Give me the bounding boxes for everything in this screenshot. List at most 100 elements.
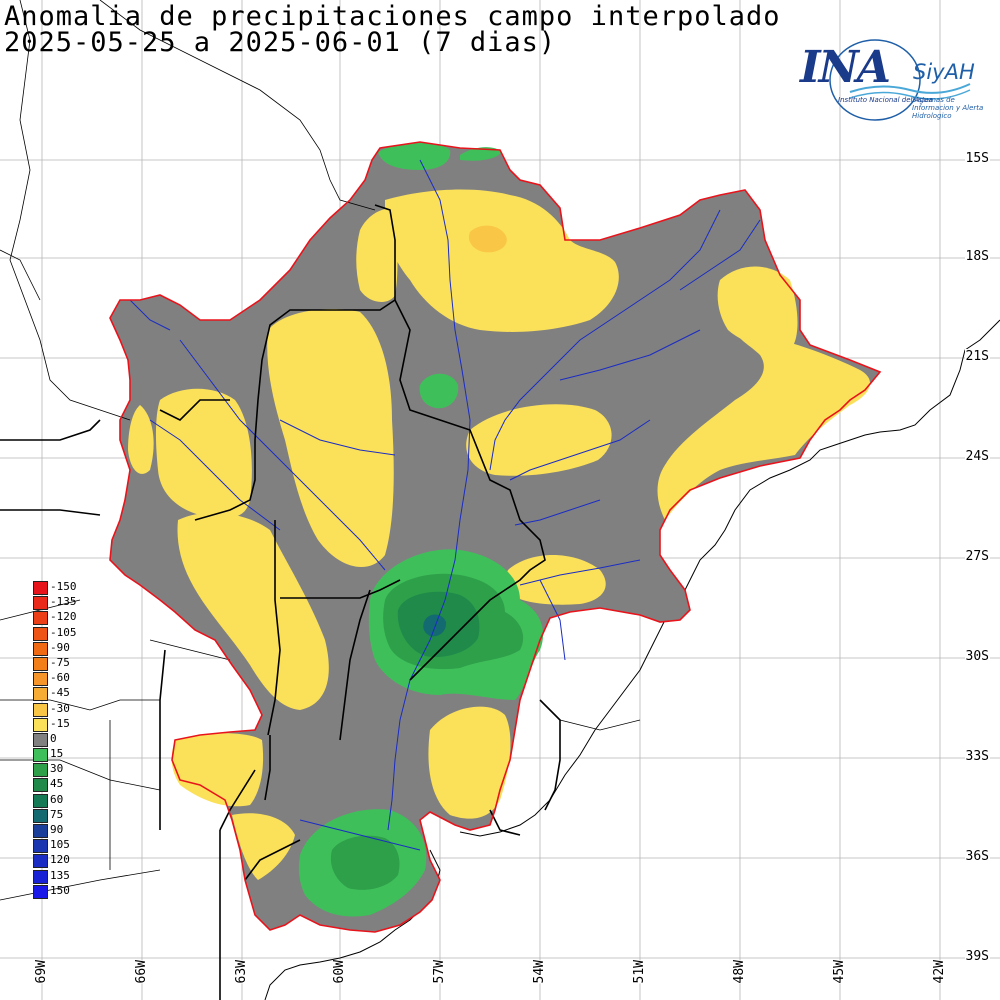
legend-swatch <box>33 869 48 884</box>
latitude-label: 39S <box>964 949 990 964</box>
legend-item: -45 <box>31 686 91 702</box>
longitude-label: 45W <box>832 960 847 984</box>
legend-swatch <box>33 824 48 838</box>
wet-zone-core <box>423 614 447 637</box>
logo-institute-text: Instituto Nacional del Agua <box>838 96 933 104</box>
legend-label: -75 <box>50 655 70 669</box>
legend-label: -150 <box>50 580 77 593</box>
legend-label: 75 <box>50 807 64 821</box>
legend-item: 135 <box>31 869 91 884</box>
longitude-label: 51W <box>632 960 647 984</box>
map-title: Anomalia de precipitaciones campo interp… <box>4 1 781 32</box>
basin-outline <box>109 141 882 933</box>
anomaly-field <box>110 142 880 932</box>
legend-label: 30 <box>50 762 64 776</box>
longitude-label: 69W <box>34 960 49 984</box>
legend-swatch <box>33 884 48 899</box>
legend-item: -75 <box>31 656 91 671</box>
latitude-label: 30S <box>964 649 990 664</box>
legend-swatch <box>33 641 48 656</box>
legend-item: 30 <box>31 762 91 778</box>
legend-swatch <box>33 611 48 626</box>
legend-swatch <box>33 808 48 823</box>
legend-swatch <box>33 717 48 732</box>
legend-label: -45 <box>50 686 70 700</box>
logo-system-text: Sistemas de Informacion y Alerta Hidrolo… <box>912 96 984 120</box>
legend-item: -30 <box>31 702 91 717</box>
wet-zone <box>460 147 502 161</box>
legend-label: 45 <box>50 777 64 791</box>
legend-item: 75 <box>31 808 91 823</box>
wet-zone <box>419 373 459 409</box>
legend-item: 120 <box>31 853 91 869</box>
legend-swatch <box>33 626 48 641</box>
legend-item: -150 <box>31 580 91 595</box>
dry-zone <box>171 733 264 807</box>
legend-label: -120 <box>50 610 77 624</box>
legend-label: 135 <box>50 868 70 882</box>
dry-zone <box>155 388 252 518</box>
legend-swatch <box>33 702 48 717</box>
legend-item: 45 <box>31 777 91 793</box>
dry-zone <box>504 555 606 605</box>
dry-zone <box>356 208 400 302</box>
legend-swatch <box>33 748 48 763</box>
dry-zone <box>128 405 154 474</box>
legend-item: -15 <box>31 717 91 732</box>
logo-swoosh-icon <box>829 39 971 121</box>
rivers <box>129 159 761 851</box>
dry-zone <box>267 309 394 567</box>
legend-label: 150 <box>50 883 70 897</box>
latitude-label: 24S <box>964 449 990 464</box>
wet-zone-mid <box>330 835 400 890</box>
legend-label: 60 <box>50 792 64 806</box>
legend-item: -60 <box>31 671 91 687</box>
dry-zone <box>657 330 871 520</box>
dry-zone <box>232 813 295 880</box>
longitude-label: 57W <box>432 960 447 984</box>
legend-swatch <box>33 581 48 595</box>
latitude-label: 33S <box>964 749 990 764</box>
legend-swatch <box>33 854 48 869</box>
logo-ina-text: INA <box>800 42 891 93</box>
legend-label: 120 <box>50 853 70 867</box>
legend-swatch <box>33 793 48 808</box>
legend-swatch <box>33 672 48 687</box>
legend-label: 90 <box>50 823 64 836</box>
legend-swatch <box>33 687 48 702</box>
ina-siyah-logo: INA SiyAH Instituto Nacional del Agua Si… <box>790 32 995 127</box>
longitude-label: 42W <box>932 960 947 984</box>
legend-swatch <box>33 763 48 778</box>
legend-swatch <box>33 656 48 671</box>
dry-zone <box>385 189 619 332</box>
dry-zone <box>466 404 612 476</box>
legend-label: 15 <box>50 747 64 761</box>
legend-label: 0 <box>50 731 57 745</box>
legend-item: 60 <box>31 793 91 808</box>
legend-item: -105 <box>31 626 91 641</box>
legend-item: -90 <box>31 641 91 656</box>
longitude-label: 66W <box>134 960 149 984</box>
legend-swatch <box>33 596 48 611</box>
legend-label: -105 <box>50 625 77 639</box>
latitude-label: 36S <box>964 849 990 864</box>
legend-label: -30 <box>50 701 70 715</box>
legend-item: 0 <box>31 732 91 747</box>
latitude-label: 27S <box>964 549 990 564</box>
legend-swatch <box>33 778 48 793</box>
legend: -150 -135 -120 -105 -90 -75 -60 -45 -30 -15 0 15 30 4… <box>31 580 91 899</box>
legend-item: -135 <box>31 595 91 611</box>
legend-label: -135 <box>50 595 77 609</box>
legend-item: 105 <box>31 838 91 854</box>
map-date-range: 2025-05-25 a 2025-06-01 (7 dias) <box>4 27 557 58</box>
dry-zone <box>177 512 329 710</box>
legend-label: -60 <box>50 671 70 685</box>
logo-siyah-text: SiyAH <box>913 60 975 84</box>
latitude-label: 18S <box>964 249 990 264</box>
legend-item: 90 <box>31 823 91 838</box>
wet-zone <box>378 142 451 170</box>
latitude-label: 15S <box>964 151 990 166</box>
longitude-label: 60W <box>332 960 347 984</box>
